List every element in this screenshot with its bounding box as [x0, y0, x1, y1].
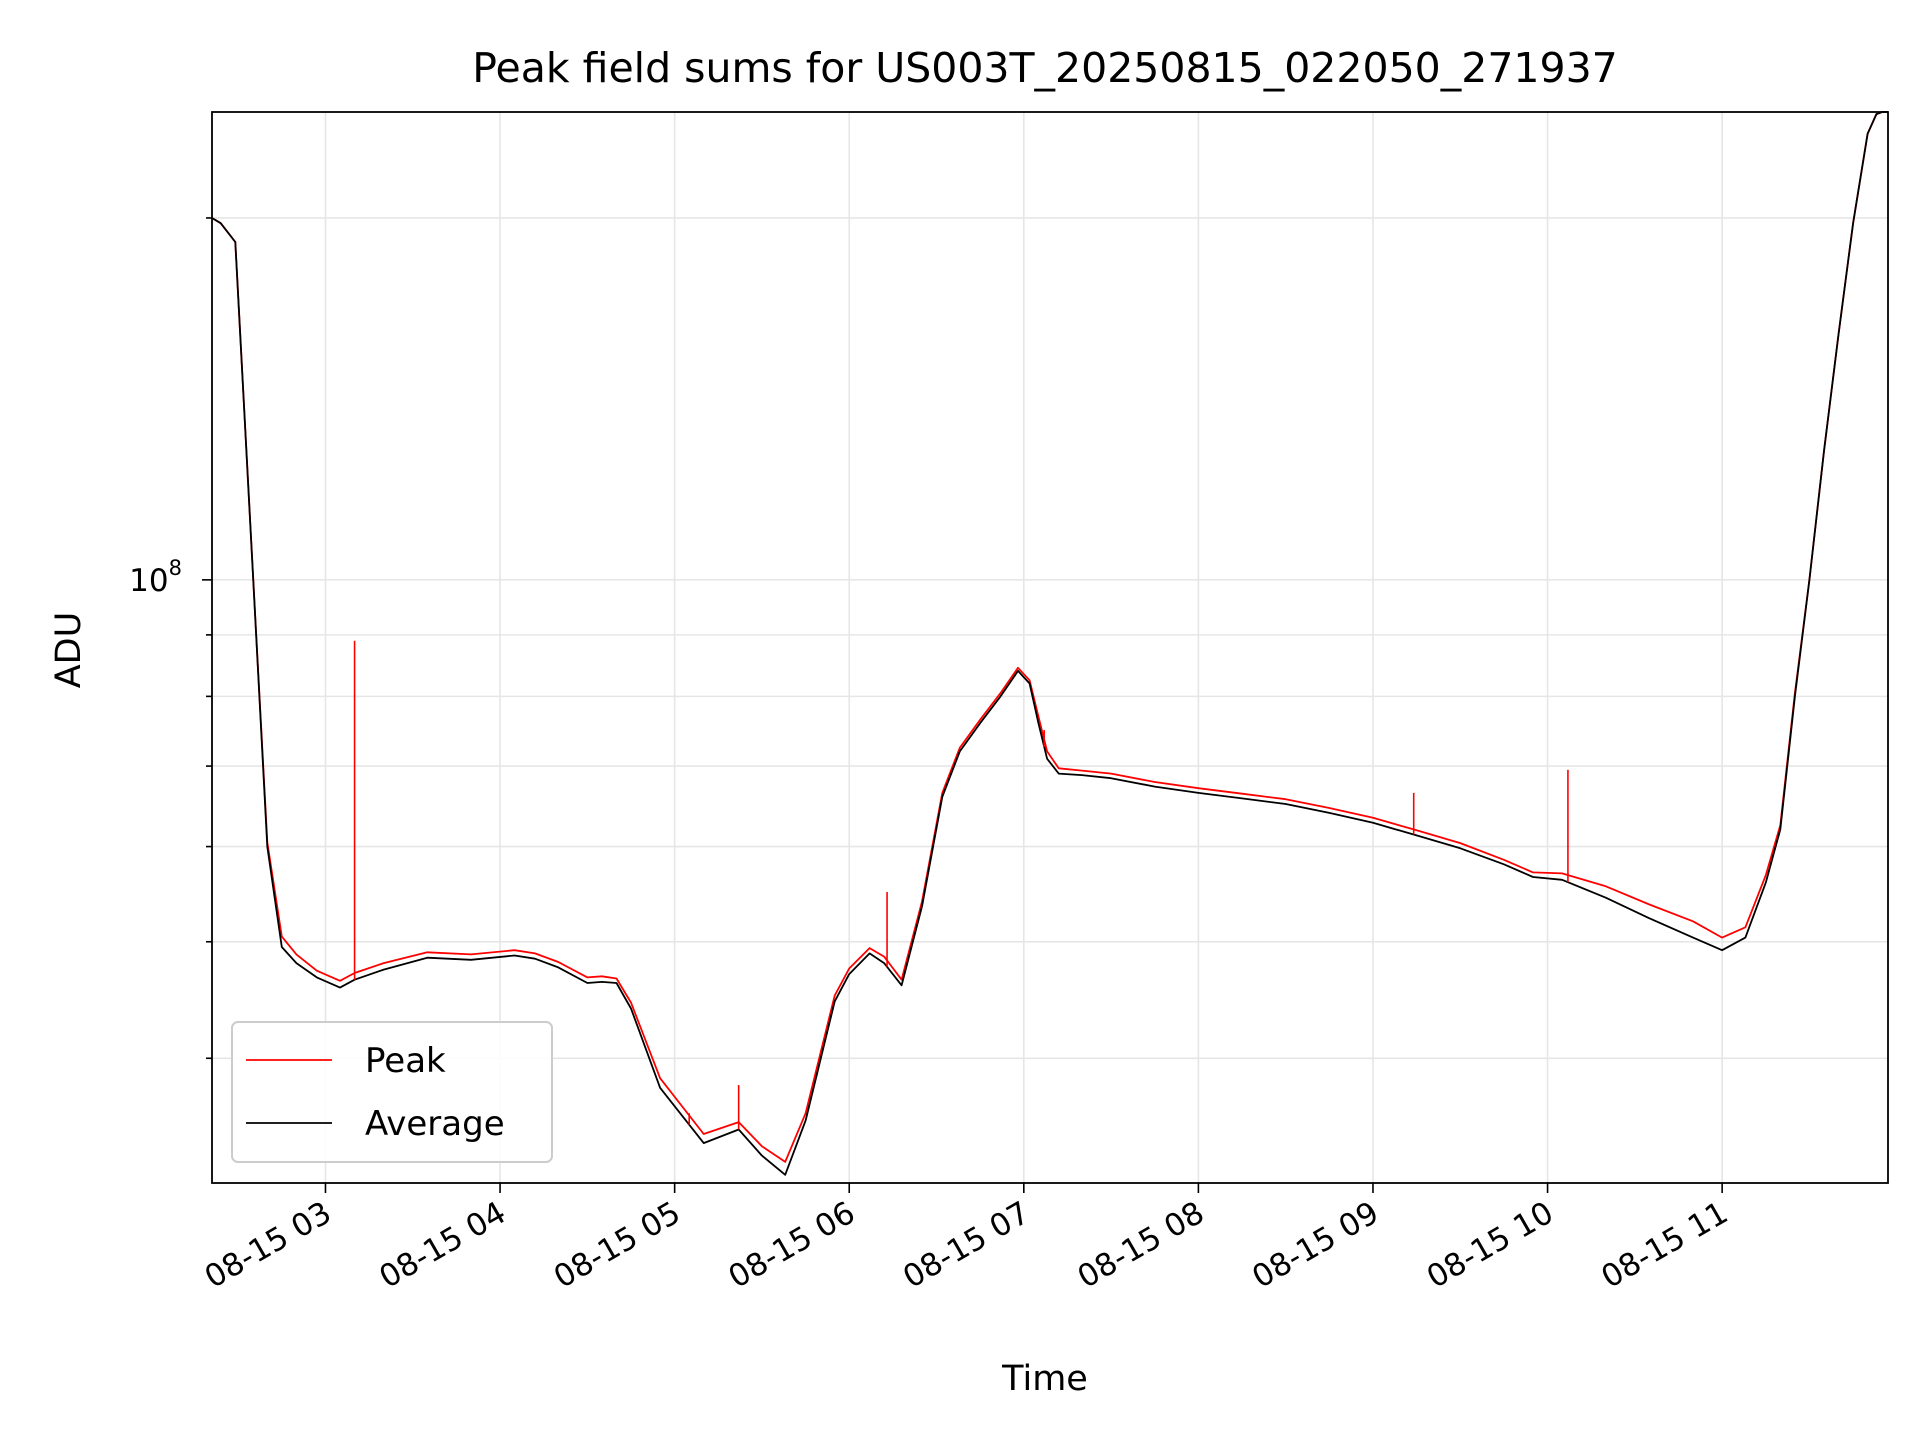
x-axis-title: Time: [1001, 1359, 1088, 1399]
svg-text:108: 108: [129, 556, 182, 599]
y-tick-label-exponent: 8: [169, 556, 182, 580]
y-axis-title: ADU: [49, 612, 89, 689]
y-tick-label-base: 10: [129, 563, 168, 599]
axes: [211, 111, 1889, 1184]
legend: Peak Average: [231, 1021, 553, 1163]
grid: [212, 112, 1888, 1183]
chart-title: Peak field sums for US003T_20250815_0220…: [472, 44, 1618, 92]
series-layer: [211, 111, 1888, 1176]
legend-label-peak: Peak: [365, 1041, 446, 1081]
series-line-peak: [211, 111, 1888, 1163]
series-line-average: [211, 111, 1888, 1176]
y-tick-label-1e8: 108: [129, 556, 182, 599]
legend-label-average: Average: [365, 1104, 505, 1144]
plot-frame: [211, 111, 1889, 1184]
legend-box: [231, 1021, 553, 1163]
